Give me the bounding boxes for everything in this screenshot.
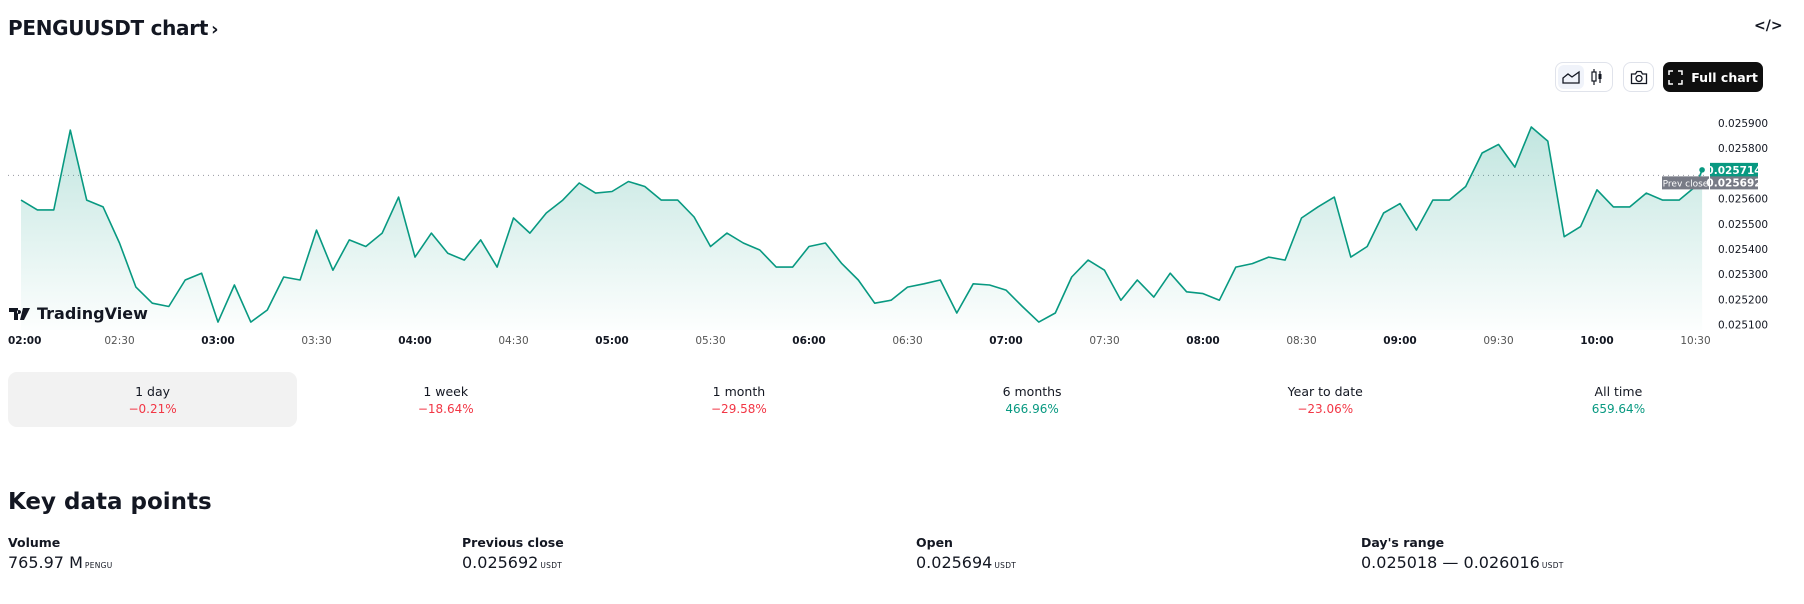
x-tick-label: 06:30 [892,335,922,347]
period-tab-1-month[interactable]: 1 month −29.58% [594,372,883,427]
y-tick-label: 0.025100 [1718,320,1768,332]
full-chart-button[interactable]: Full chart [1663,62,1763,92]
key-data-day-s-range: Day's range 0.025018 — 0.026016 USDT [1361,535,1564,572]
full-chart-label: Full chart [1691,69,1758,85]
period-label: 6 months [1002,383,1062,399]
x-tick-label: 05:00 [595,335,628,347]
embed-code-button[interactable]: </> [1754,18,1783,34]
period-tab-1-week[interactable]: 1 week −18.64% [301,372,590,427]
y-tick-label: 0.025300 [1718,269,1768,281]
key-data-label: Open [916,535,953,550]
chevron-right-icon: › [211,19,219,40]
key-data-value: 765.97 M PENGU [8,553,113,572]
x-tick-label: 06:00 [792,335,825,347]
x-tick-label: 09:00 [1383,335,1416,347]
period-label: Year to date [1287,383,1363,399]
period-label: 1 week [423,383,469,399]
key-data-label: Previous close [462,535,564,550]
prev-close-badge [1710,176,1758,190]
y-tick-label: 0.025600 [1718,194,1768,206]
value: 0.025018 — 0.026016 [1361,553,1540,572]
tradingview-wordmark: TradingView [37,304,148,323]
value: 0.025694 [916,553,993,572]
last-price-dot [1699,167,1705,173]
period-tab-6-months[interactable]: 6 months 466.96% [887,372,1176,427]
tradingview-logo: TradingView [9,304,148,323]
price-area-fill [21,127,1703,330]
key-data-title: Key data points [8,489,212,515]
last-price-badge [1710,162,1758,177]
y-tick-label: 0.025200 [1718,294,1768,306]
period-tab-year-to-date[interactable]: Year to date −23.06% [1181,372,1470,427]
key-data-previous-close: Previous close 0.025692 USDT [462,535,564,572]
x-tick-label: 04:30 [498,335,528,347]
period-change: −23.06% [1297,401,1354,416]
x-tick-label: 08:00 [1186,335,1219,347]
period-label: 1 month [712,383,766,399]
camera-icon [1630,70,1647,84]
period-tab-1-day[interactable]: 1 day −0.21% [8,372,298,427]
period-change: −29.58% [711,401,767,416]
period-change: 466.96% [1005,401,1059,416]
fullscreen-icon [1668,69,1683,85]
x-tick-label: 10:00 [1580,335,1613,347]
period-label: All time [1594,383,1643,399]
x-tick-label: 07:00 [989,335,1022,347]
key-data-open: Open 0.025694 USDT [916,535,1016,572]
code-icon: </> [1754,18,1783,34]
time-axis: 02:00 02:30 03:00 03:30 04:00 04:30 05:00 05:30… [8,335,1711,347]
candles-style-button[interactable] [1584,65,1610,89]
key-data-label: Day's range [1361,535,1445,550]
x-tick-label: 09:30 [1483,335,1513,347]
x-tick-label: 10:30 [1680,335,1710,347]
x-tick-label: 04:00 [398,335,431,347]
unit: USDT [1541,561,1564,570]
period-change: −0.21% [128,401,177,416]
unit: USDT [994,561,1017,570]
tradingview-logo-icon [9,307,30,320]
key-data-label: Volume [8,535,61,550]
price-axis: 0.025100 0.025200 0.025300 0.025400 0.025500… [1718,118,1768,332]
period-label: 1 day [135,383,171,399]
chart-title-link[interactable]: PENGUUSDT chart › [8,16,219,40]
y-tick-label: 0.025500 [1718,219,1768,231]
x-tick-label: 02:00 [8,335,41,347]
page-title: PENGUUSDT chart [8,16,209,40]
key-data-volume: Volume 765.97 M PENGU [8,535,113,572]
value: 765.97 M [8,553,83,572]
prev-close-tag [1662,176,1709,190]
last-price-text: 0.025714 [1706,165,1761,177]
key-data-value: 0.025694 USDT [916,553,1016,572]
area-style-button[interactable] [1558,65,1584,89]
y-tick-label: 0.025400 [1718,244,1768,256]
y-tick-label: 0.025900 [1718,118,1768,130]
period-change: 659.64% [1591,401,1646,416]
price-chart[interactable]: 0.025100 0.025200 0.025300 0.025400 0.025500… [0,0,1804,360]
key-data-value: 0.025018 — 0.026016 USDT [1361,553,1564,572]
area-chart-icon [1562,70,1580,84]
performance-periods: 1 day −0.21% 1 week −18.64% 1 month −29.58% 6 … [8,372,1763,427]
unit: PENGU [84,561,113,570]
price-line [20,126,1703,323]
key-data-value: 0.025692 USDT [462,553,564,572]
screenshot-button[interactable] [1623,62,1654,92]
x-tick-label: 03:00 [201,335,234,347]
prev-close-tag-label: Prev close [1663,179,1709,189]
value: 0.025692 [462,553,539,572]
candles-icon [1591,69,1602,85]
period-change: −18.64% [417,401,474,416]
x-tick-label: 03:30 [301,335,331,347]
y-tick-label: 0.025800 [1718,143,1768,155]
chart-style-toggle [1555,62,1613,92]
x-tick-label: 08:30 [1286,335,1316,347]
prev-close-value: 0.025692 [1706,177,1761,189]
period-tab-all-time[interactable]: All time 659.64% [1474,372,1763,427]
x-tick-label: 05:30 [695,335,725,347]
unit: USDT [540,561,563,570]
x-tick-label: 07:30 [1089,335,1119,347]
x-tick-label: 02:30 [104,335,134,347]
